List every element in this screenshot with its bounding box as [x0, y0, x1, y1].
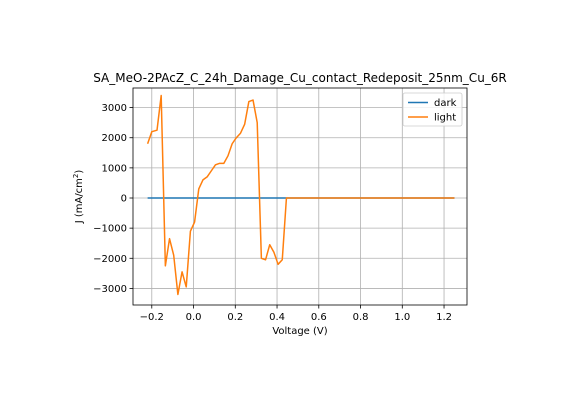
series-layer: [146, 94, 455, 296]
chart-title: SA_MeO-2PAcZ_C_24h_Damage_Cu_contact_Red…: [93, 71, 507, 85]
x-tick-label: 1.2: [436, 312, 452, 323]
series-line-light: [146, 94, 455, 296]
y-axis-label: J (mA/cm2): [72, 170, 85, 225]
y-tick-label: 3000: [102, 103, 127, 114]
legend-label-light: light: [434, 113, 456, 124]
y-tick-label: 1000: [102, 163, 127, 174]
plot-frame: [132, 87, 468, 306]
x-tick-label: 0.8: [353, 312, 369, 323]
x-tick-label: 0.0: [186, 312, 202, 323]
x-tick-label: 0.6: [311, 312, 327, 323]
y-tick-label: 2000: [102, 133, 127, 144]
y-axis-label-main: J (mA/cm: [74, 178, 85, 224]
y-tick-label: −2000: [93, 254, 127, 265]
y-tick-label: 0: [121, 194, 127, 205]
x-tick-label: 0.4: [269, 312, 285, 323]
x-axis-label: Voltage (V): [272, 326, 327, 337]
legend: dark light: [402, 92, 463, 127]
x-tick-label: 0.2: [227, 312, 243, 323]
legend-label-dark: dark: [434, 98, 457, 109]
y-axis-label-close: ): [74, 170, 85, 174]
y-axis-label-sup: 2: [72, 174, 80, 178]
x-tick-label: −0.2: [140, 312, 164, 323]
tick-layer: −0.2 0.0 0.2 0.4 0.6 0.8 1.0 1.2 −3000 −2000 −1000…: [93, 103, 452, 323]
y-tick-label: −3000: [93, 284, 127, 295]
y-tick-label: −1000: [93, 224, 127, 235]
x-tick-label: 1.0: [394, 312, 410, 323]
